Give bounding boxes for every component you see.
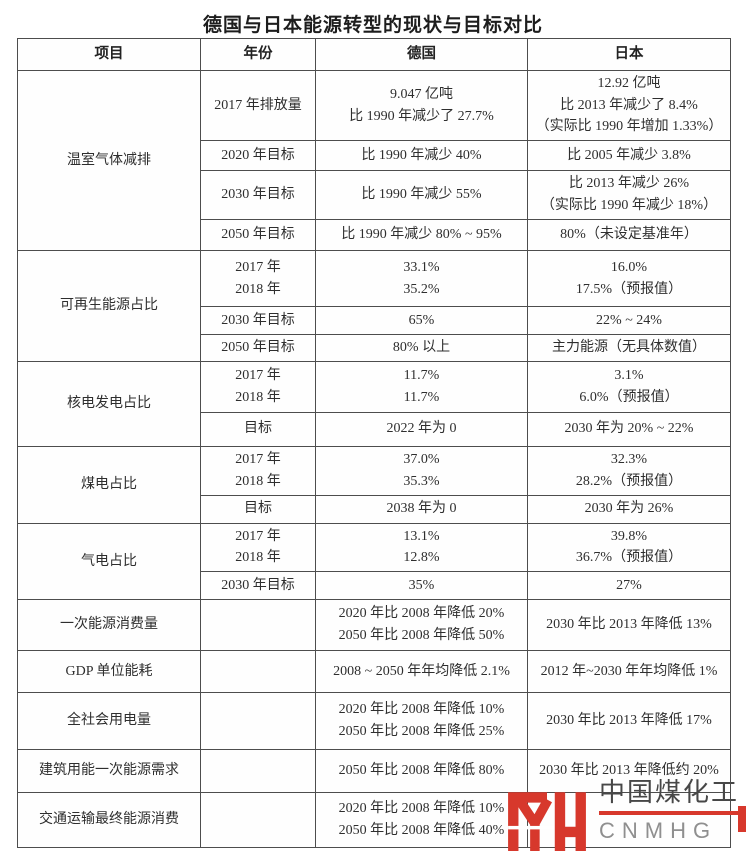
table-row: 煤电占比 2017 年 2018 年 37.0% 35.3% 32.3% 28.… [17,445,731,524]
japan-cell: 27% [527,571,731,601]
japan-cell: 16.0% 17.5%（预报值） [527,250,731,308]
watermark-edge-mark [738,806,746,832]
germany-cell: 2020 年比 2008 年降低 20% 2050 年比 2008 年降低 50… [315,599,528,652]
year-cell: 2030 年目标 [200,306,316,336]
japan-cell: 2030 年比 2013 年降低约 20% [527,749,731,794]
table-row: 目标 2038 年为 0 2030 年为 26% [18,494,731,524]
year-cell: 2030 年目标 [200,571,316,601]
item-cell: 气电占比 [17,522,201,601]
table-row: 一次能源消费量 2020 年比 2008 年降低 20% 2050 年比 200… [17,599,731,652]
table-row: 气电占比 2017 年 2018 年 13.1% 12.8% 39.8% 36.… [17,522,731,601]
germany-cell: 比 1990 年减少 80% ~ 95% [315,219,528,252]
japan-cell: 2030 年为 26% [527,494,731,524]
table-row: 全社会用电量 2020 年比 2008 年降低 10% 2050 年比 2008… [17,692,731,751]
item-cell: GDP 单位能耗 [17,650,201,694]
year-cell: 2017 年 2018 年 [200,522,316,573]
japan-cell: 22% ~ 24% [527,306,731,336]
table-row: 目标 2022 年为 0 2030 年为 20% ~ 22% [18,411,731,447]
year-cell [200,650,316,694]
germany-cell: 2022 年为 0 [315,411,528,447]
japan-cell: 80%（未设定基准年） [527,219,731,252]
japan-cell: 2030 年比 2013 年降低 13% [527,599,731,652]
germany-cell: 37.0% 35.3% [315,445,528,496]
germany-cell: 2038 年为 0 [315,494,528,524]
japan-cell: 主力能源（无具体数值） [527,334,731,362]
germany-cell: 9.047 亿吨 比 1990 年减少了 27.7% [315,69,528,142]
germany-cell: 35% [315,571,528,601]
germany-cell: 11.7% 11.7% [315,360,528,413]
japan-cell [527,792,731,849]
col-header-germany: 德国 [315,38,528,71]
table-row: 温室气体减排 2017 年排放量 9.047 亿吨 比 1990 年减少了 27… [17,69,731,252]
japan-cell: 2030 年比 2013 年降低 17% [527,692,731,751]
year-cell: 2050 年目标 [200,334,316,362]
japan-cell: 2030 年为 20% ~ 22% [527,411,731,447]
germany-cell: 80% 以上 [315,334,528,362]
page-title: 德国与日本能源转型的现状与目标对比 [202,15,543,36]
table-row: 2030 年目标 比 1990 年减少 55% 比 2013 年减少 26% （… [18,170,731,221]
year-cell [200,692,316,751]
table-row: 核电发电占比 2017 年 2018 年 11.7% 11.7% 3.1% 6.… [17,360,731,447]
germany-cell: 比 1990 年减少 55% [315,170,528,221]
item-cell: 交通运输最终能源消费 [17,792,201,849]
japan-cell: 39.8% 36.7%（预报值） [527,522,731,573]
germany-cell: 2020 年比 2008 年降低 10% 2050 年比 2008 年降低 40… [315,792,528,849]
japan-cell: 2012 年~2030 年年均降低 1% [527,650,731,694]
year-cell: 2017 年 2018 年 [200,250,316,308]
germany-cell: 2008 ~ 2050 年年均降低 2.1% [315,650,528,694]
germany-cell: 13.1% 12.8% [315,522,528,573]
item-cell: 可再生能源占比 [17,250,201,362]
item-cell: 一次能源消费量 [17,599,201,652]
year-cell: 目标 [200,411,316,447]
year-cell: 2017 年 2018 年 [200,445,316,496]
year-cell: 2017 年排放量 [200,69,316,142]
col-header-japan: 日本 [527,38,731,71]
comparison-table: 项目 年份 德国 日本 温室气体减排 2017 年排放量 9.047 亿吨 比 … [17,38,731,849]
year-cell [200,792,316,849]
germany-cell: 2050 年比 2008 年降低 80% [315,749,528,794]
year-cell: 2030 年目标 [200,170,316,221]
table-row: 2030 年目标 35% 27% [18,571,731,601]
year-cell: 2017 年 2018 年 [200,360,316,413]
table-header-row: 项目 年份 德国 日本 [17,38,731,71]
table-row: GDP 单位能耗 2008 ~ 2050 年年均降低 2.1% 2012 年~2… [17,650,731,694]
japan-cell: 12.92 亿吨 比 2013 年减少了 8.4% （实际比 1990 年增加 … [527,69,731,142]
germany-cell: 65% [315,306,528,336]
item-cell: 煤电占比 [17,445,201,524]
germany-cell: 33.1% 35.2% [315,250,528,308]
japan-cell: 比 2005 年减少 3.8% [527,140,731,172]
item-cell: 核电发电占比 [17,360,201,447]
item-cell: 全社会用电量 [17,692,201,751]
year-cell: 目标 [200,494,316,524]
year-cell: 2020 年目标 [200,140,316,172]
year-cell [200,599,316,652]
year-cell: 2050 年目标 [200,219,316,252]
table-row: 2020 年目标 比 1990 年减少 40% 比 2005 年减少 3.8% [18,140,731,172]
germany-cell: 比 1990 年减少 40% [315,140,528,172]
japan-cell: 32.3% 28.2%（预报值） [527,445,731,496]
col-header-year: 年份 [200,38,316,71]
table-row: 2050 年目标 80% 以上 主力能源（无具体数值） [18,334,731,362]
table-row: 2030 年目标 65% 22% ~ 24% [18,306,731,336]
table-row: 可再生能源占比 2017 年 2018 年 33.1% 35.2% 16.0% … [17,250,731,362]
item-cell: 温室气体减排 [17,69,201,252]
year-cell [200,749,316,794]
col-header-item: 项目 [17,38,201,71]
japan-cell: 3.1% 6.0%（预报值） [527,360,731,413]
table-row: 建筑用能一次能源需求 2050 年比 2008 年降低 80% 2030 年比 … [17,749,731,794]
japan-cell: 比 2013 年减少 26% （实际比 1990 年减少 18%） [527,170,731,221]
table-row: 交通运输最终能源消费 2020 年比 2008 年降低 10% 2050 年比 … [17,792,731,849]
item-cell: 建筑用能一次能源需求 [17,749,201,794]
germany-cell: 2020 年比 2008 年降低 10% 2050 年比 2008 年降低 25… [315,692,528,751]
